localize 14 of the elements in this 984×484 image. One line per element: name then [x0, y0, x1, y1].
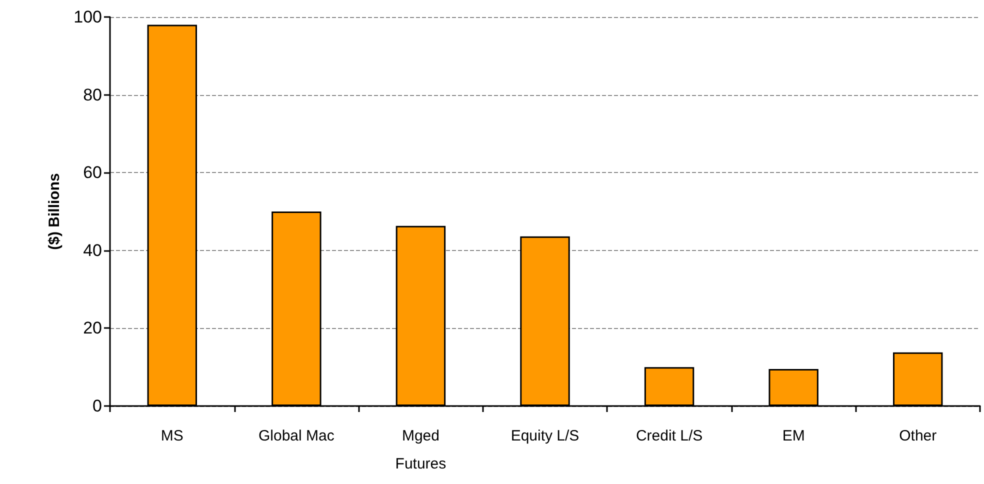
x-tick-label: Global Mac — [258, 428, 335, 444]
x-tick-label: Other — [899, 428, 937, 444]
x-tick-label: MS — [160, 428, 184, 444]
y-tick-label: 20 — [83, 318, 102, 338]
y-tick-label: 60 — [83, 163, 102, 182]
y-tick-label: 100 — [74, 8, 102, 26]
y-tick-label: 40 — [83, 240, 102, 260]
x-tick-label: Equity L/S — [510, 428, 580, 444]
x-tick-label: EM — [782, 428, 805, 444]
y-tick-label: 0 — [92, 396, 102, 416]
y-tick-label: 80 — [83, 85, 102, 104]
y-axis-title: ($) Billions — [46, 173, 63, 250]
x-tick-label: Credit L/S — [636, 428, 703, 444]
x-tick-label: Mged Futures — [395, 428, 446, 472]
